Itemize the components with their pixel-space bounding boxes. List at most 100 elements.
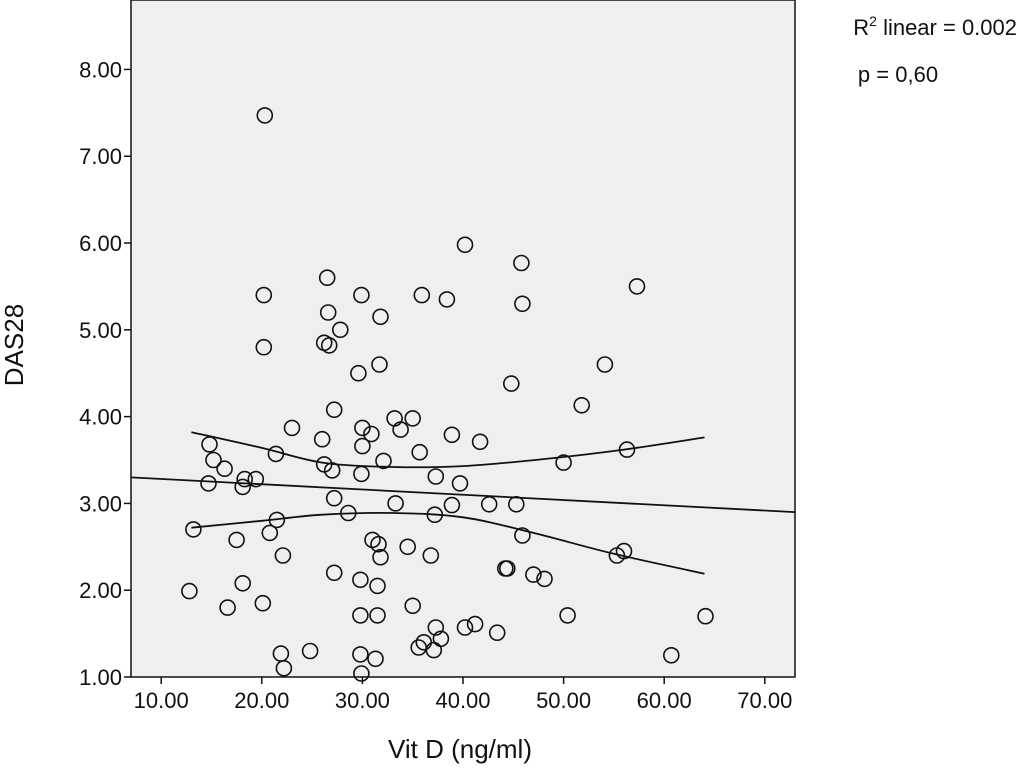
y-axis: 1.00 2.00 3.00 4.00 5.00 6.00 7.00 8.00 <box>79 57 131 690</box>
data-point <box>471 433 489 451</box>
data-point <box>443 426 461 444</box>
data-point <box>498 560 516 577</box>
data-point <box>320 337 338 354</box>
data-point <box>507 495 525 513</box>
data-point <box>200 475 217 492</box>
data-point <box>443 496 461 514</box>
data-point <box>438 291 456 308</box>
data-point <box>318 269 336 287</box>
data-point <box>451 475 469 492</box>
data-point <box>353 286 370 304</box>
data-point <box>372 548 389 566</box>
data-point <box>628 278 646 295</box>
data-point <box>480 495 498 513</box>
data-point <box>425 641 443 659</box>
data-point <box>392 421 409 438</box>
x-tick-label: 10.00 <box>134 688 189 713</box>
data-point <box>352 607 369 624</box>
data-point <box>247 470 265 488</box>
data-point <box>608 547 626 564</box>
data-point <box>228 531 245 549</box>
y-tick-label: 1.00 <box>79 665 122 690</box>
data-point <box>331 321 349 339</box>
data-point <box>219 599 236 616</box>
data-point <box>353 465 370 483</box>
data-point <box>234 574 251 592</box>
data-point <box>256 107 274 124</box>
data-point <box>536 570 553 588</box>
data-point <box>573 396 591 414</box>
y-tick-label: 5.00 <box>79 318 122 343</box>
data-point <box>422 547 440 564</box>
data-point <box>427 619 445 636</box>
y-tick-label: 8.00 <box>79 57 122 82</box>
data-point <box>662 646 680 664</box>
x-tick-label: 30.00 <box>335 688 390 713</box>
data-point <box>301 642 319 660</box>
data-point <box>325 564 343 582</box>
data-point <box>363 425 380 443</box>
data-point <box>313 430 331 448</box>
data-point <box>283 419 301 437</box>
data-point <box>502 375 520 392</box>
data-point <box>456 619 474 636</box>
data-point <box>372 308 389 326</box>
data-point <box>216 460 233 478</box>
data-point <box>267 445 285 463</box>
data-point <box>261 524 279 542</box>
data-point <box>369 607 386 624</box>
data-point <box>275 659 293 677</box>
data-point <box>525 566 542 583</box>
data-point <box>319 304 337 321</box>
data-point <box>268 511 286 529</box>
data-points <box>181 107 714 682</box>
data-point <box>354 419 371 437</box>
data-point <box>514 295 531 313</box>
data-point <box>514 527 531 544</box>
data-point <box>255 338 273 356</box>
data-point <box>234 478 251 496</box>
data-point <box>559 607 576 624</box>
data-point <box>353 665 370 682</box>
data-point <box>367 650 384 668</box>
data-point <box>370 535 387 553</box>
data-point <box>339 504 357 522</box>
data-point <box>456 236 474 254</box>
data-point <box>513 254 530 272</box>
data-point <box>325 401 343 419</box>
y-tick-label: 4.00 <box>79 405 122 430</box>
data-point <box>426 506 444 524</box>
data-point <box>413 286 431 304</box>
data-point <box>466 615 484 633</box>
data-point <box>488 624 506 642</box>
y-tick-label: 7.00 <box>79 144 122 169</box>
data-point <box>325 489 343 507</box>
x-tick-label: 60.00 <box>637 688 692 713</box>
plot-area <box>130 0 796 678</box>
data-point <box>350 364 367 382</box>
data-point <box>185 521 202 538</box>
data-point <box>181 582 198 600</box>
data-point <box>387 495 404 512</box>
r-squared-text: linear = 0.002 <box>877 15 1017 40</box>
data-point <box>404 410 422 427</box>
data-point <box>555 454 572 471</box>
data-point <box>369 577 386 595</box>
data-point <box>375 452 392 470</box>
x-axis-title: Vit D (ng/ml) <box>388 734 532 764</box>
data-point <box>352 646 369 663</box>
regression-line <box>130 476 796 513</box>
x-tick-label: 70.00 <box>737 688 792 713</box>
data-point <box>596 356 614 373</box>
x-tick-label: 20.00 <box>234 688 289 713</box>
data-point <box>201 436 218 453</box>
data-point <box>323 462 341 479</box>
p-value-annotation: p = 0,60 <box>858 62 938 87</box>
data-point <box>352 571 369 589</box>
y-tick-label: 3.00 <box>79 491 122 516</box>
x-tick-label: 40.00 <box>435 688 490 713</box>
data-point <box>205 451 222 469</box>
data-point <box>399 538 417 556</box>
data-point <box>254 594 272 612</box>
